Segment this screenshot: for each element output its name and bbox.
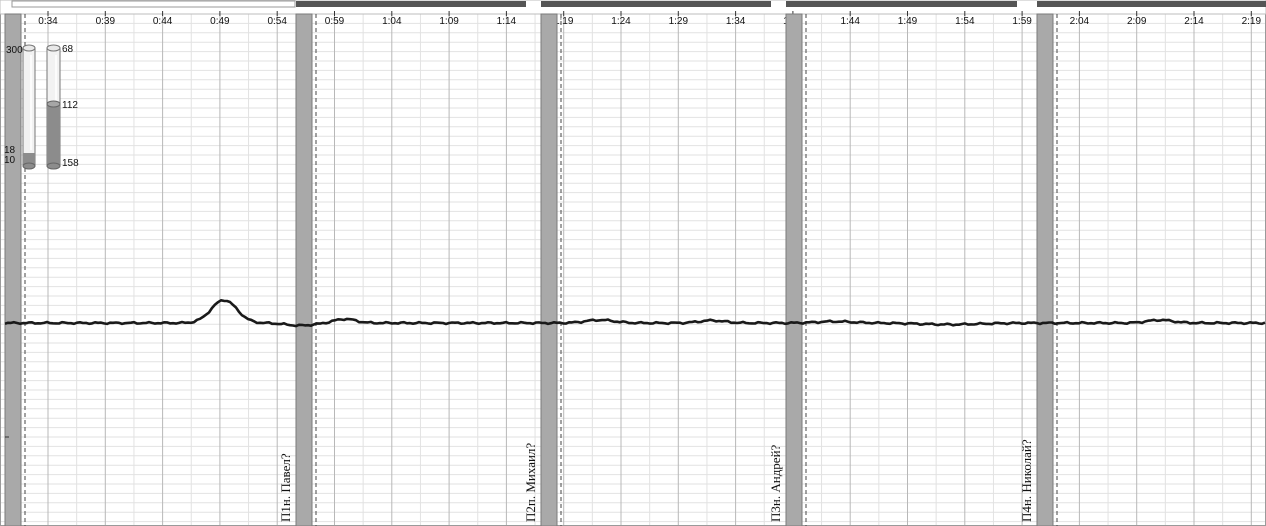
question-marker-bar[interactable] [295,13,313,526]
question-marker-label: П4н. Николай? [1019,439,1034,522]
question-marker-label: П2п. Михаил? [523,443,538,522]
question-markers[interactable]: П1н. Павел? П2п. Михаил? П3н. Андрей? П4н. … [4,13,1058,526]
ruler-segment-filled [296,1,526,7]
tick-label: 2:19 [1242,16,1262,27]
tick-labels: 0:34 0:39 0:44 0:49 0:54 0:59 1:04 1:09 1:14 1:19… [38,11,1261,27]
tick-label: 1:09 [439,16,459,27]
ruler-segment-filled [786,1,1017,7]
right-gauge-top-label: 68 [62,44,74,55]
tick-label: 0:34 [38,16,58,27]
tick-label: 0:44 [153,16,173,27]
ruler-segment-filled [1037,1,1266,7]
level-gauges: 300 18 10 68 112 158 [4,44,79,170]
left-gauge-top-label: 300 [6,45,23,56]
ruler-segment-empty [11,0,296,8]
tick-label: 1:59 [1012,16,1032,27]
tick-label: 2:14 [1184,16,1204,27]
tick-label: 0:39 [96,16,116,27]
right-gauge-tube [46,44,61,170]
question-marker-bar[interactable] [4,13,22,526]
tick-label: 1:54 [955,16,975,27]
ruler-segment-filled [541,1,771,7]
left-gauge-tube [22,44,36,170]
right-gauge-mid-label: 112 [62,100,78,111]
tick-label: 1:49 [898,16,918,27]
timeline-ruler [0,0,1266,15]
tick-label: 1:24 [611,16,631,27]
tick-label: 1:44 [840,16,860,27]
tick-label: 0:59 [325,16,345,27]
tick-label: 1:04 [382,16,402,27]
question-marker-bar[interactable] [785,13,803,526]
signal-trace [4,298,1266,438]
tick-label: 1:34 [726,16,746,27]
question-marker-label: П1н. Павел? [278,453,293,522]
tick-label: 1:19 [554,16,574,27]
minor-grid [0,13,1266,523]
tick-label: 2:09 [1127,16,1147,27]
signal-trace-line [4,298,1266,328]
tick-label: 1:14 [497,16,517,27]
question-marker-bar[interactable] [540,13,558,526]
question-marker-label: П3н. Андрей? [768,444,783,522]
tick-label: 0:49 [210,16,230,27]
tick-label: 0:54 [267,16,287,27]
left-gauge-bottom-label-b: 10 [4,155,16,166]
tick-label: 2:04 [1070,16,1090,27]
question-marker-bar[interactable] [1036,13,1054,526]
right-gauge-bottom-label: 158 [62,158,79,169]
left-gauge-bottom-label-a: 18 [4,145,16,156]
tick-label: 1:29 [669,16,689,27]
